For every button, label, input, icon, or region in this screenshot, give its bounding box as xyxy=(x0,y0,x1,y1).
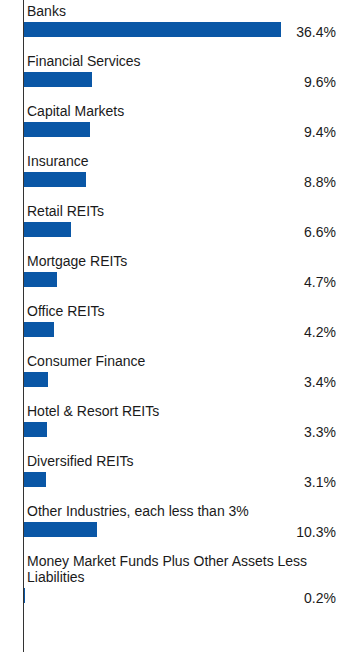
data-label: 9.6% xyxy=(304,74,336,90)
bar xyxy=(24,322,54,337)
plot-area xyxy=(24,372,281,387)
plot-area xyxy=(24,172,281,187)
bar-group: Money Market Funds Plus Other Assets Les… xyxy=(0,553,360,619)
category-label: Office REITs xyxy=(27,303,345,319)
plot-area xyxy=(24,322,281,337)
category-label: Mortgage REITs xyxy=(27,253,345,269)
data-label: 9.4% xyxy=(304,124,336,140)
bar-group: Capital Markets 9.4% xyxy=(0,103,360,153)
bar xyxy=(24,72,92,87)
category-label: Hotel & Resort REITs xyxy=(27,403,345,419)
category-label: Insurance xyxy=(27,153,345,169)
bar xyxy=(24,372,48,387)
bar xyxy=(24,22,281,37)
bar-row: 6.6% xyxy=(0,222,360,237)
data-label: 0.2% xyxy=(304,590,336,606)
plot-area xyxy=(24,22,281,37)
plot-area xyxy=(24,472,281,487)
plot-area xyxy=(24,588,281,603)
bar-row: 9.4% xyxy=(0,122,360,137)
bar-row: 36.4% xyxy=(0,22,360,37)
bar-row: 10.3% xyxy=(0,522,360,537)
data-label: 10.3% xyxy=(296,524,336,540)
bar xyxy=(24,522,97,537)
data-label: 3.4% xyxy=(304,374,336,390)
bar-row: 3.3% xyxy=(0,422,360,437)
plot-area xyxy=(24,122,281,137)
category-label: Banks xyxy=(27,3,345,19)
bar-group: Diversified REITs 3.1% xyxy=(0,453,360,503)
bar-row: 8.8% xyxy=(0,172,360,187)
bar-chart: Banks 36.4% Financial Services 9.6% Capital … xyxy=(0,3,360,619)
data-label: 4.7% xyxy=(304,274,336,290)
bar-group: Retail REITs 6.6% xyxy=(0,203,360,253)
plot-area xyxy=(24,222,281,237)
category-label: Capital Markets xyxy=(27,103,345,119)
plot-area xyxy=(24,272,281,287)
bar xyxy=(24,422,47,437)
bar-group: Consumer Finance 3.4% xyxy=(0,353,360,403)
category-label: Money Market Funds Plus Other Assets Les… xyxy=(27,553,345,585)
plot-area xyxy=(24,522,281,537)
data-label: 3.3% xyxy=(304,424,336,440)
category-label: Financial Services xyxy=(27,53,345,69)
category-label: Retail REITs xyxy=(27,203,345,219)
bar xyxy=(24,272,57,287)
bar-row: 0.2% xyxy=(0,588,360,603)
data-label: 4.2% xyxy=(304,324,336,340)
data-label: 6.6% xyxy=(304,224,336,240)
category-label: Other Industries, each less than 3% xyxy=(27,503,345,519)
category-label: Consumer Finance xyxy=(27,353,345,369)
bar-group: Mortgage REITs 4.7% xyxy=(0,253,360,303)
bar-row: 9.6% xyxy=(0,72,360,87)
bar-group: Banks 36.4% xyxy=(0,3,360,53)
data-label: 3.1% xyxy=(304,474,336,490)
bar-group: Financial Services 9.6% xyxy=(0,53,360,103)
bar xyxy=(24,588,25,603)
bar xyxy=(24,122,90,137)
bar xyxy=(24,472,46,487)
data-label: 36.4% xyxy=(296,24,336,40)
bar xyxy=(24,172,86,187)
bar-group: Insurance 8.8% xyxy=(0,153,360,203)
bar xyxy=(24,222,71,237)
plot-area xyxy=(24,422,281,437)
bar-row: 3.4% xyxy=(0,372,360,387)
plot-area xyxy=(24,72,281,87)
category-label: Diversified REITs xyxy=(27,453,345,469)
bar-group: Other Industries, each less than 3% 10.3% xyxy=(0,503,360,553)
bar-row: 3.1% xyxy=(0,472,360,487)
bar-group: Office REITs 4.2% xyxy=(0,303,360,353)
data-label: 8.8% xyxy=(304,174,336,190)
bar-row: 4.2% xyxy=(0,322,360,337)
bar-row: 4.7% xyxy=(0,272,360,287)
bar-group: Hotel & Resort REITs 3.3% xyxy=(0,403,360,453)
